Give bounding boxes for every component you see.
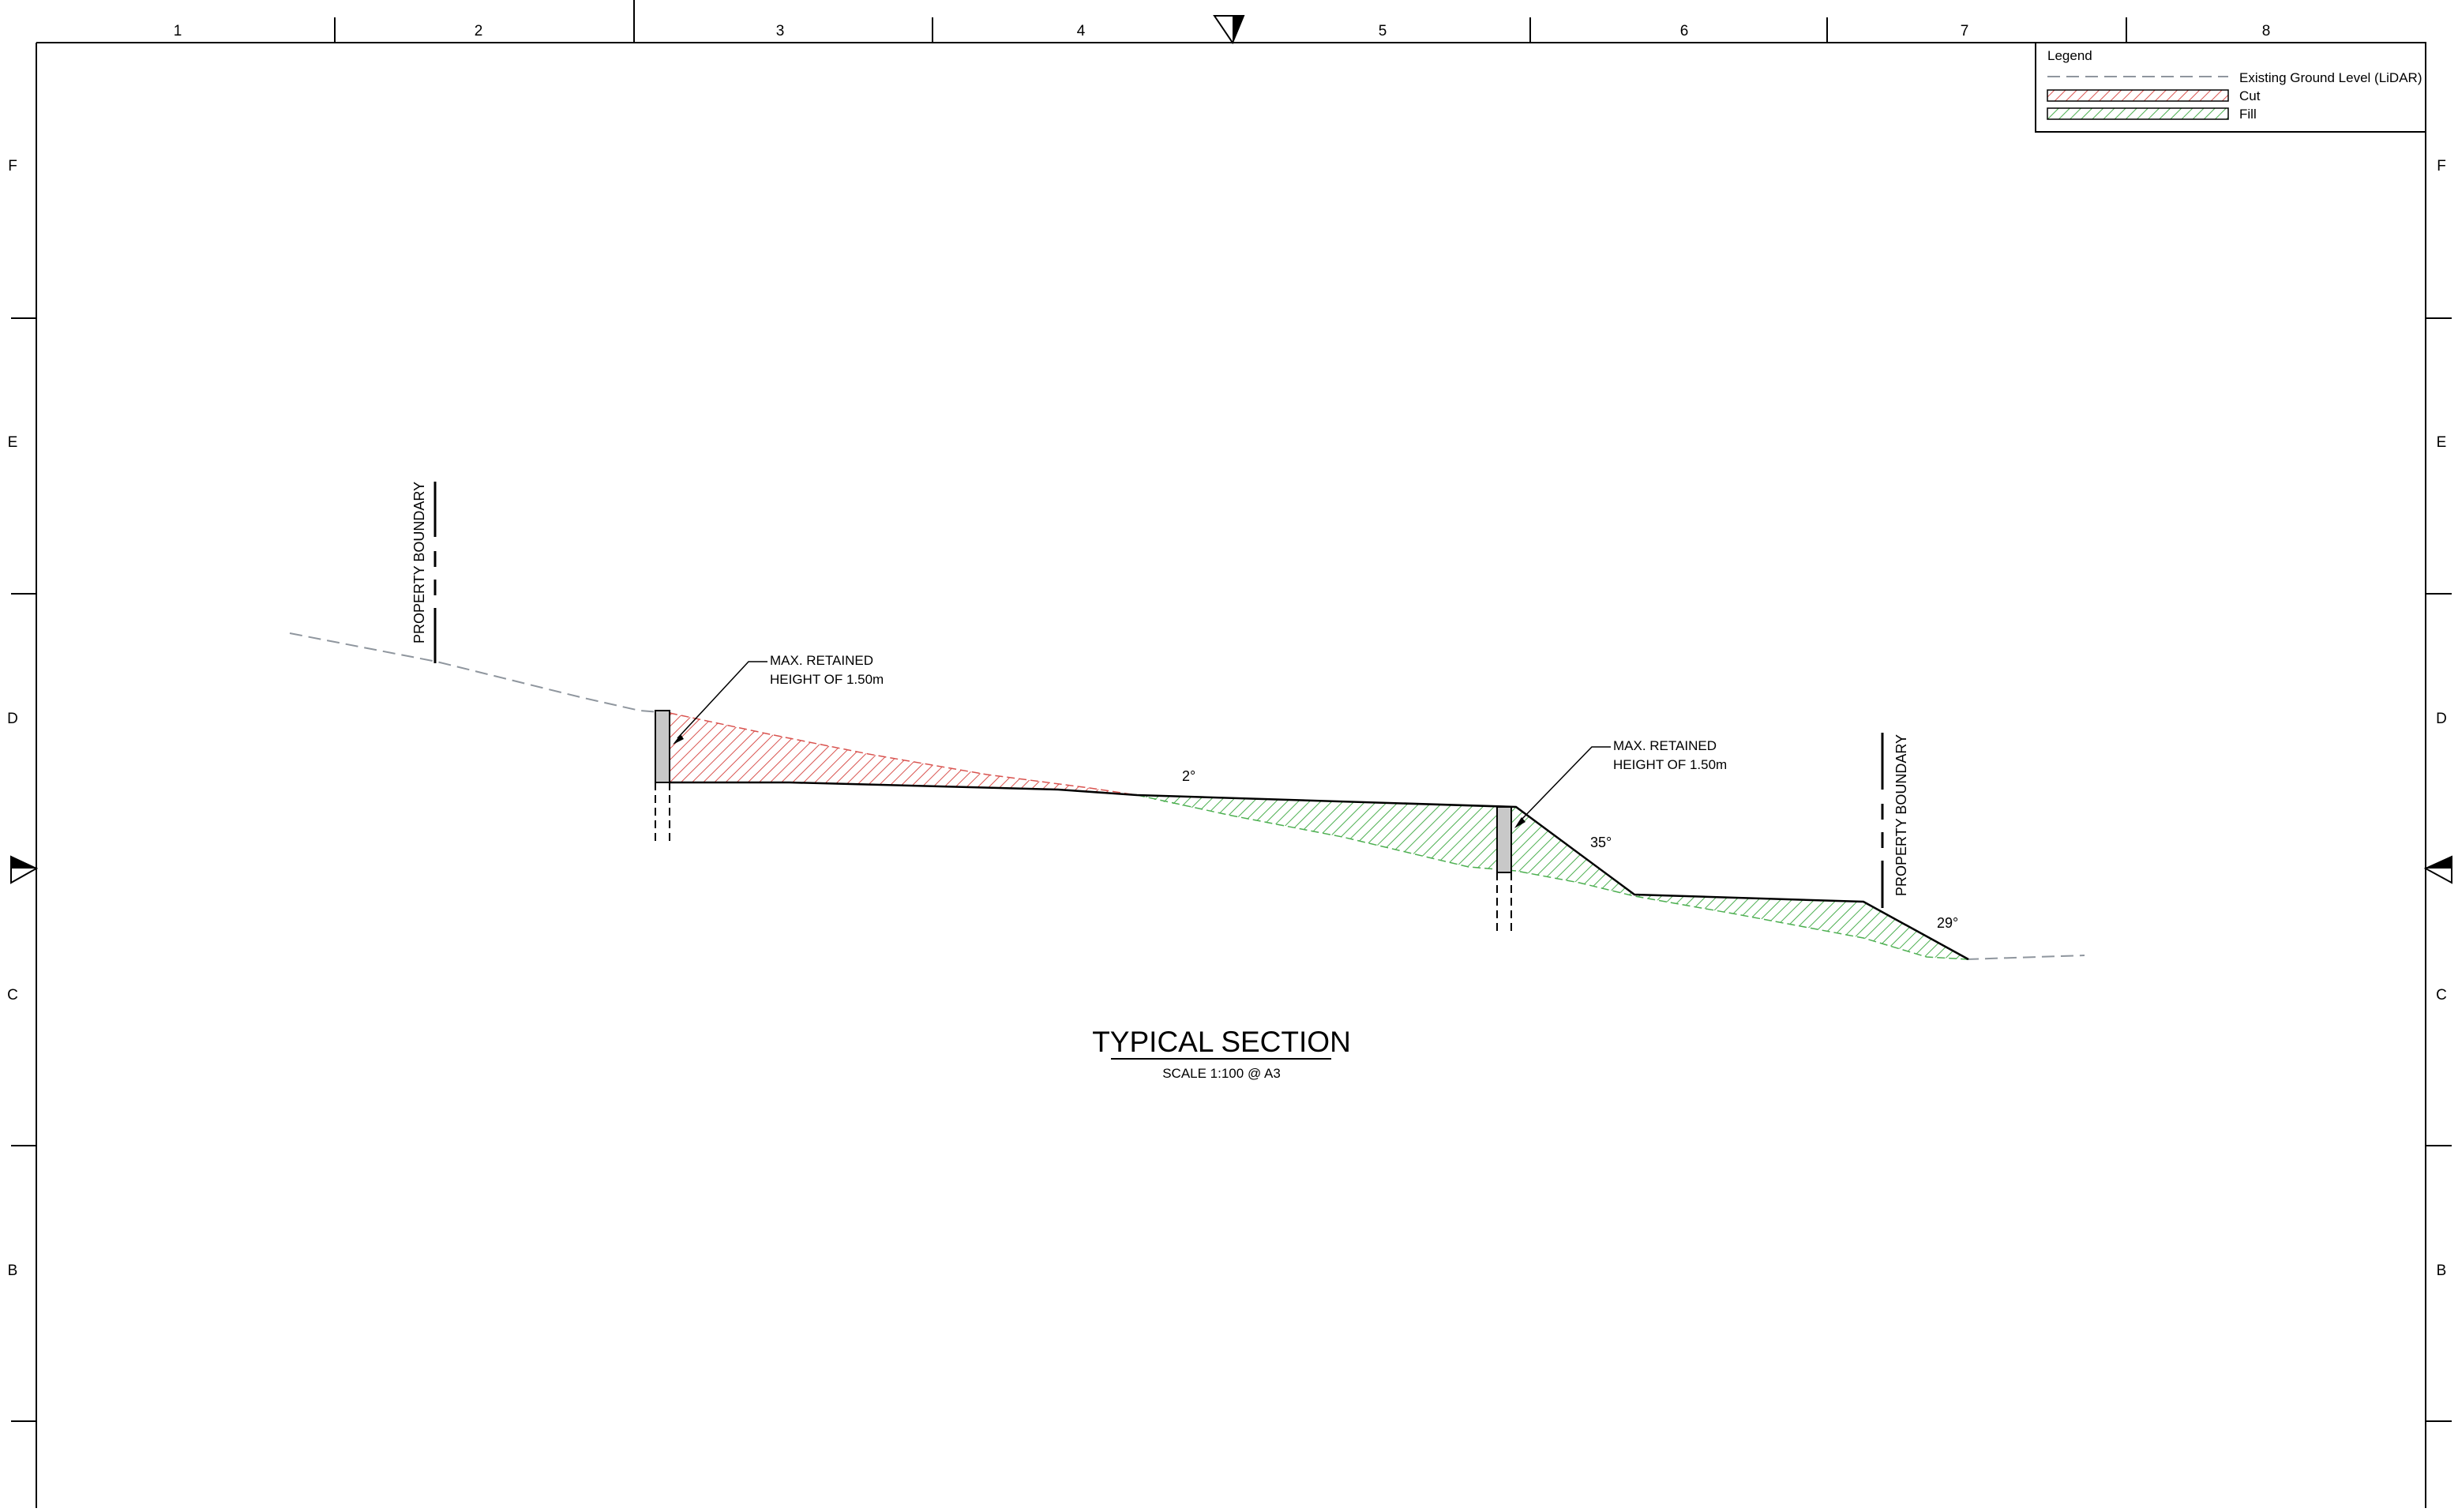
row-label: C [2436, 987, 2447, 1004]
property-boundary-left: PROPERTY BOUNDARY [411, 482, 437, 663]
row-label: F [8, 158, 17, 174]
row-labels-left: F E D C B [7, 158, 18, 1279]
column-label: 4 [1077, 23, 1086, 39]
row-label: D [2436, 711, 2447, 727]
wall-note-left: MAX. RETAINED HEIGHT OF 1.50m [673, 653, 884, 745]
fill-area [1137, 795, 1516, 871]
angle-label-35: 35° [1590, 835, 1612, 850]
fill-ground-edge [1136, 794, 1969, 960]
row-label: B [8, 1263, 18, 1279]
existing-ground-line-left [289, 632, 672, 714]
wall-note-right: MAX. RETAINED HEIGHT OF 1.50m [1514, 738, 1727, 828]
column-labels: 1 2 3 4 5 6 7 8 [174, 23, 2271, 39]
legend-swatch-cut [2047, 89, 2229, 102]
wall-note-line1: MAX. RETAINED [770, 653, 873, 668]
sheet-border [36, 42, 2426, 1508]
cut-area [670, 713, 1137, 795]
row-label: B [2437, 1263, 2447, 1279]
fill-area-lower [1516, 807, 1968, 959]
row-labels-right: F E D C B [2436, 158, 2447, 1279]
column-label: 1 [174, 23, 182, 39]
column-label: 3 [776, 23, 785, 39]
section-scale: SCALE 1:100 @ A3 [1162, 1066, 1281, 1081]
column-label: 6 [1680, 23, 1689, 39]
legend-label-cut: Cut [2239, 88, 2261, 103]
retaining-wall-left [655, 710, 670, 845]
legend: Legend Existing Ground Level (LiDAR) Cut… [2035, 42, 2426, 133]
section-title: TYPICAL SECTION [1092, 1026, 1351, 1058]
cut-ground-edge [669, 712, 1138, 796]
row-label: C [7, 987, 18, 1004]
center-mark-right [2423, 855, 2452, 884]
row-grid-ticks [11, 317, 2452, 1422]
wall-note-line2: HEIGHT OF 1.50m [770, 672, 884, 687]
row-label: E [8, 434, 18, 451]
row-label: E [2437, 434, 2447, 451]
legend-swatch-fill [2047, 107, 2229, 120]
existing-ground-line-right [1965, 955, 2085, 960]
retaining-wall-right [1496, 806, 1512, 936]
design-surface [670, 781, 1969, 961]
row-label: D [7, 711, 18, 727]
wall-note-line1: MAX. RETAINED [1613, 738, 1717, 753]
property-boundary-right: PROPERTY BOUNDARY [1881, 733, 1909, 908]
angle-label-2: 2° [1182, 768, 1195, 784]
property-boundary-label: PROPERTY BOUNDARY [411, 482, 427, 643]
column-grid-ticks [334, 0, 2127, 43]
wall-note-line2: HEIGHT OF 1.50m [1613, 757, 1727, 772]
column-label: 8 [2262, 23, 2271, 39]
legend-label-fill: Fill [2239, 107, 2257, 122]
center-mark-top [1213, 15, 1245, 45]
property-boundary-label: PROPERTY BOUNDARY [1893, 734, 1909, 896]
row-label: F [2437, 158, 2446, 174]
legend-title: Legend [2047, 48, 2092, 63]
angle-label-29: 29° [1937, 915, 1958, 931]
column-label: 2 [475, 23, 483, 39]
section-title-block: TYPICAL SECTION SCALE 1:100 @ A3 [1092, 1026, 1351, 1081]
column-label: 5 [1379, 23, 1387, 39]
center-mark-left [10, 855, 39, 884]
column-label: 7 [1961, 23, 1969, 39]
legend-label-existing: Existing Ground Level (LiDAR) [2239, 70, 2422, 85]
